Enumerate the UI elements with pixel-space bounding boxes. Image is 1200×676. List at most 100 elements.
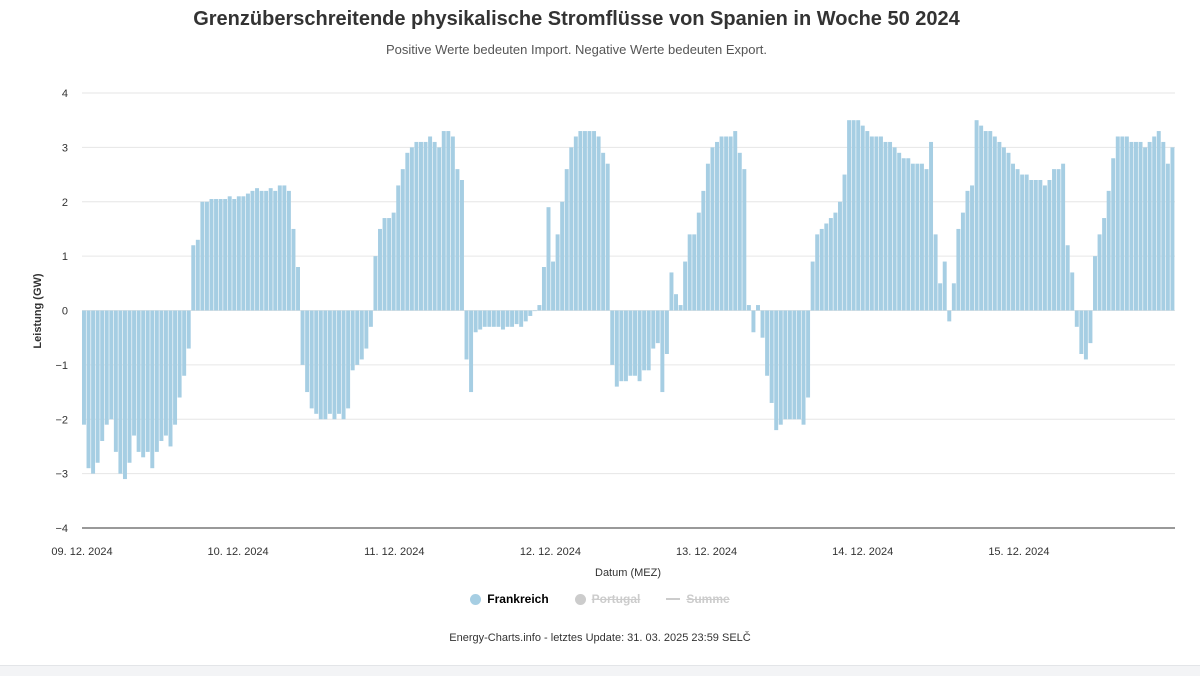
- bar-frankreich[interactable]: [1147, 141, 1152, 311]
- bar-frankreich[interactable]: [578, 131, 583, 311]
- bar-frankreich[interactable]: [1120, 136, 1125, 311]
- bar-frankreich[interactable]: [869, 136, 874, 311]
- bar-frankreich[interactable]: [897, 152, 902, 311]
- bar-frankreich[interactable]: [1047, 180, 1052, 311]
- bar-frankreich[interactable]: [368, 310, 373, 327]
- bar-frankreich[interactable]: [956, 228, 961, 311]
- bar-frankreich[interactable]: [660, 310, 665, 393]
- bar-frankreich[interactable]: [560, 201, 565, 311]
- bar-frankreich[interactable]: [1129, 141, 1134, 311]
- bar-frankreich[interactable]: [127, 310, 132, 463]
- bar-frankreich[interactable]: [965, 190, 970, 311]
- bar-frankreich[interactable]: [1138, 141, 1143, 311]
- bar-frankreich[interactable]: [596, 136, 601, 311]
- bar-frankreich[interactable]: [118, 310, 123, 474]
- bar-frankreich[interactable]: [496, 310, 501, 327]
- bar-frankreich[interactable]: [674, 294, 678, 311]
- bar-frankreich[interactable]: [669, 272, 674, 311]
- bar-frankreich[interactable]: [901, 158, 906, 311]
- bar-frankreich[interactable]: [587, 131, 592, 311]
- bar-frankreich[interactable]: [1143, 147, 1148, 311]
- bar-frankreich[interactable]: [460, 180, 464, 311]
- bar-frankreich[interactable]: [1042, 185, 1047, 311]
- bar-frankreich[interactable]: [1152, 136, 1157, 311]
- bar-frankreich[interactable]: [264, 190, 269, 311]
- bar-frankreich[interactable]: [1038, 180, 1043, 311]
- bar-frankreich[interactable]: [683, 261, 688, 311]
- bar-frankreich[interactable]: [305, 310, 310, 393]
- bar-frankreich[interactable]: [992, 136, 997, 311]
- bar-frankreich[interactable]: [113, 310, 118, 452]
- bar-frankreich[interactable]: [865, 131, 870, 311]
- bar-frankreich[interactable]: [337, 310, 341, 414]
- bar-frankreich[interactable]: [573, 136, 578, 311]
- bar-frankreich[interactable]: [296, 267, 300, 311]
- bar-frankreich[interactable]: [979, 125, 984, 311]
- bar-frankreich[interactable]: [132, 310, 137, 436]
- bar-frankreich[interactable]: [1102, 218, 1107, 311]
- bar-frankreich[interactable]: [510, 310, 515, 327]
- bar-frankreich[interactable]: [878, 136, 883, 311]
- bar-frankreich[interactable]: [856, 120, 861, 311]
- bar-frankreich[interactable]: [277, 185, 282, 311]
- bar-frankreich[interactable]: [291, 228, 296, 311]
- bar-frankreich[interactable]: [774, 310, 779, 431]
- bar-frankreich[interactable]: [1111, 158, 1116, 311]
- bar-frankreich[interactable]: [696, 212, 701, 311]
- bar-frankreich[interactable]: [109, 310, 114, 420]
- bar-frankreich[interactable]: [528, 310, 533, 316]
- bar-frankreich[interactable]: [564, 169, 569, 311]
- bar-frankreich[interactable]: [200, 201, 205, 311]
- bar-series-frankreich[interactable]: [82, 120, 1175, 480]
- bar-frankreich[interactable]: [318, 310, 323, 420]
- bar-frankreich[interactable]: [942, 261, 947, 311]
- bar-frankreich[interactable]: [633, 310, 637, 376]
- bar-frankreich[interactable]: [1015, 169, 1020, 311]
- bar-frankreich[interactable]: [223, 199, 228, 311]
- bar-frankreich[interactable]: [491, 310, 496, 327]
- bar-frankreich[interactable]: [970, 185, 975, 311]
- bar-frankreich[interactable]: [801, 310, 806, 425]
- bar-frankreich[interactable]: [910, 163, 915, 311]
- bar-frankreich[interactable]: [359, 310, 364, 360]
- bar-frankreich[interactable]: [951, 283, 956, 311]
- bar-frankreich[interactable]: [286, 190, 291, 311]
- bar-frankreich[interactable]: [396, 185, 401, 311]
- bar-frankreich[interactable]: [806, 310, 811, 398]
- bar-frankreich[interactable]: [214, 199, 219, 311]
- bar-frankreich[interactable]: [432, 141, 437, 311]
- bar-frankreich[interactable]: [227, 196, 232, 311]
- bar-frankreich[interactable]: [1020, 174, 1025, 311]
- bar-frankreich[interactable]: [1124, 136, 1129, 311]
- bar-frankreich[interactable]: [141, 310, 146, 458]
- bar-frankreich[interactable]: [983, 131, 988, 311]
- bar-frankreich[interactable]: [341, 310, 346, 420]
- bar-frankreich[interactable]: [715, 141, 719, 311]
- bar-frankreich[interactable]: [997, 141, 1002, 311]
- bar-frankreich[interactable]: [1088, 310, 1093, 344]
- bar-frankreich[interactable]: [1001, 147, 1006, 311]
- bar-frankreich[interactable]: [628, 310, 633, 376]
- bar-frankreich[interactable]: [892, 147, 897, 311]
- bar-frankreich[interactable]: [769, 310, 774, 403]
- bar-frankreich[interactable]: [364, 310, 369, 349]
- bar-frankreich[interactable]: [582, 131, 587, 311]
- bar-frankreich[interactable]: [1052, 169, 1056, 311]
- bar-frankreich[interactable]: [82, 310, 86, 425]
- bar-frankreich[interactable]: [332, 310, 337, 420]
- bar-frankreich[interactable]: [646, 310, 651, 371]
- bar-frankreich[interactable]: [705, 163, 710, 311]
- bar-frankreich[interactable]: [177, 310, 182, 398]
- bar-frankreich[interactable]: [232, 199, 237, 311]
- bar-frankreich[interactable]: [373, 256, 378, 311]
- bar-frankreich[interactable]: [828, 218, 833, 311]
- bar-frankreich[interactable]: [409, 147, 414, 311]
- bar-frankreich[interactable]: [810, 261, 815, 311]
- bar-frankreich[interactable]: [186, 310, 191, 349]
- bar-frankreich[interactable]: [327, 310, 332, 414]
- bar-frankreich[interactable]: [382, 218, 387, 311]
- bar-frankreich[interactable]: [273, 190, 278, 311]
- bar-frankreich[interactable]: [664, 310, 669, 355]
- bar-frankreich[interactable]: [710, 147, 715, 311]
- bar-frankreich[interactable]: [906, 158, 911, 311]
